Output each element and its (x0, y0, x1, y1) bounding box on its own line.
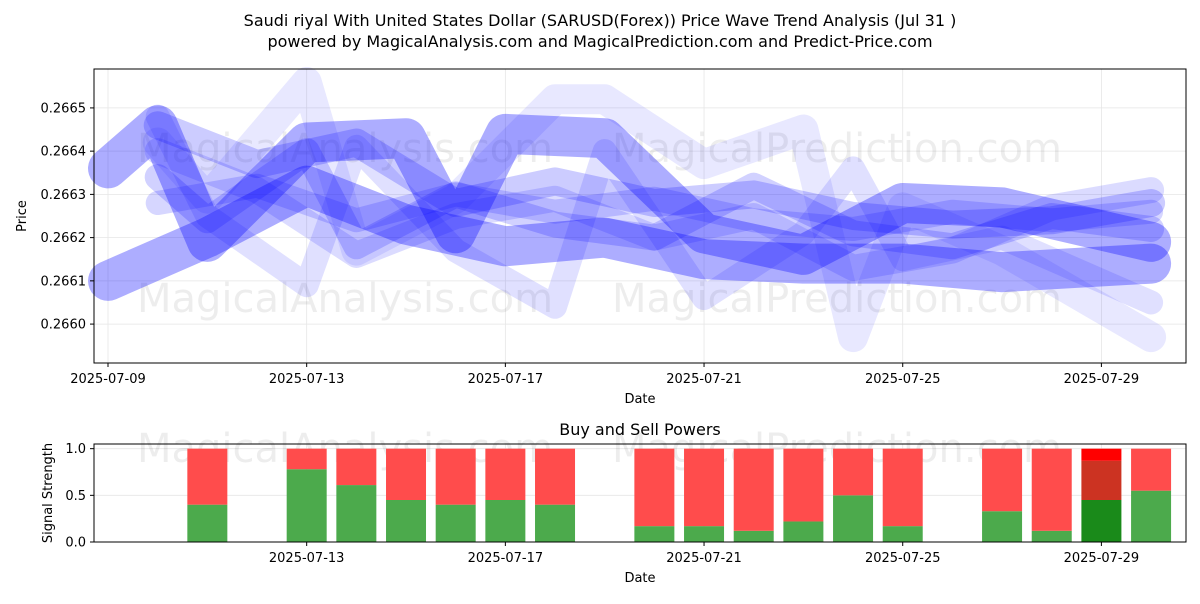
wave-series-line (143, 111, 1166, 239)
wave-series-line (88, 165, 1172, 301)
sell-power-bar (485, 448, 526, 500)
price-x-tick-label: 2025-07-25 (865, 372, 941, 387)
wave-series-line (144, 138, 1165, 260)
sell-power-bar (1131, 448, 1172, 491)
power-x-tick-label: 2025-07-13 (269, 551, 345, 566)
sell-power-bar (286, 448, 327, 470)
price-x-tick-label: 2025-07-17 (468, 372, 544, 387)
power-y-ticks: 0.0 0.5 1.0 (65, 442, 94, 551)
sell-power-bar (833, 448, 874, 496)
price-x-ticks: 2025-07-09 2025-07-13 2025-07-17 2025-07-21… (70, 363, 1139, 387)
chart-title-line1: Saudi riyal With United States Dollar (S… (244, 11, 957, 30)
buy-power-bar (286, 469, 327, 542)
price-y-tick-label: 0.2664 (41, 145, 87, 160)
buy-power-bar (435, 504, 476, 542)
buy-power-bar (1131, 490, 1172, 542)
power-x-ticks: 2025-07-13 2025-07-17 2025-07-21 2025-07-25… (269, 542, 1139, 566)
sell-power-bar (1031, 448, 1072, 531)
wave-series-line (145, 104, 1164, 319)
sell-power-bar (634, 448, 675, 527)
power-y-tick-label: 0.0 (65, 536, 86, 551)
chart-title-line2: powered by MagicalAnalysis.com and Magic… (267, 32, 932, 51)
buy-power-bar (783, 521, 824, 542)
power-y-tick-label: 0.5 (65, 489, 86, 504)
price-grid (94, 69, 1186, 363)
watermark-prediction-top: MagicalPrediction.com (612, 126, 1062, 172)
price-watermarks: MagicalAnalysis.com MagicalPrediction.co… (137, 126, 1062, 322)
power-chart-title: Buy and Sell Powers (559, 420, 721, 439)
price-y-tick-label: 0.2665 (41, 101, 87, 116)
power-bars-group (187, 448, 1172, 542)
buy-power-bar (982, 511, 1023, 542)
power-x-tick-label: 2025-07-21 (666, 551, 742, 566)
buy-power-bar (535, 504, 576, 542)
buy-power-bar (882, 526, 923, 542)
sell-power-bar (386, 448, 427, 500)
wave-series-line (88, 105, 1172, 275)
wave-series-line (144, 138, 1165, 281)
power-x-tick-label: 2025-07-17 (468, 551, 544, 566)
wave-series-group (88, 67, 1172, 353)
price-x-tick-label: 2025-07-29 (1064, 372, 1140, 387)
watermark-prediction-bottom: MagicalPrediction.com (612, 276, 1062, 322)
buy-power-bar (1081, 500, 1122, 542)
buy-power-bar (187, 504, 228, 542)
price-y-tick-label: 0.2660 (41, 318, 87, 333)
buy-power-bar (336, 485, 377, 542)
watermark-analysis-top: MagicalAnalysis.com (137, 126, 553, 172)
price-y-ticks: 0.2660 0.2661 0.2662 0.2663 0.2664 0.2665 (41, 101, 94, 333)
buy-power-bar (485, 500, 526, 542)
price-x-tick-label: 2025-07-21 (666, 372, 742, 387)
sell-power-bar (783, 448, 824, 522)
power-x-axis-label: Date (624, 571, 655, 586)
sell-power-bar (535, 448, 576, 505)
sell-power-bar (336, 448, 377, 486)
sell-power-bar (982, 448, 1023, 512)
power-plot-frame (93, 443, 1187, 543)
sell-power-bar (882, 448, 923, 527)
price-y-tick-label: 0.2661 (41, 274, 87, 289)
power-x-tick-label: 2025-07-29 (1064, 551, 1140, 566)
power-y-axis-label: Signal Strength (41, 443, 56, 543)
sell-power-bar (684, 448, 725, 527)
power-x-tick-label: 2025-07-25 (865, 551, 941, 566)
price-y-tick-label: 0.2663 (41, 188, 87, 203)
buy-power-bar (386, 500, 427, 542)
buy-power-bar (1031, 530, 1072, 542)
watermark-analysis-bottom: MagicalAnalysis.com (137, 276, 553, 322)
sell-power-bar (733, 448, 774, 531)
price-panel: MagicalAnalysis.com MagicalPrediction.co… (15, 67, 1187, 407)
power-panel: Buy and Sell Powers MagicalAnalysis.com … (41, 420, 1187, 586)
price-x-tick-label: 2025-07-09 (70, 372, 146, 387)
sell-power-bar (1081, 460, 1122, 500)
sell-power-bar-top (1081, 448, 1122, 461)
wave-series-line (145, 173, 1164, 241)
price-y-axis-label: Price (15, 200, 30, 232)
sell-power-bar (435, 448, 476, 505)
sell-power-bar (187, 448, 228, 505)
buy-power-bar (684, 526, 725, 542)
price-x-axis-label: Date (624, 392, 655, 407)
wave-series-line (142, 67, 1167, 353)
buy-power-bar (733, 530, 774, 542)
price-x-tick-label: 2025-07-13 (269, 372, 345, 387)
power-y-tick-label: 1.0 (65, 442, 86, 457)
buy-power-bar (634, 526, 675, 542)
price-plot-frame (93, 68, 1187, 364)
buy-power-bar (833, 495, 874, 542)
price-y-tick-label: 0.2662 (41, 231, 87, 246)
